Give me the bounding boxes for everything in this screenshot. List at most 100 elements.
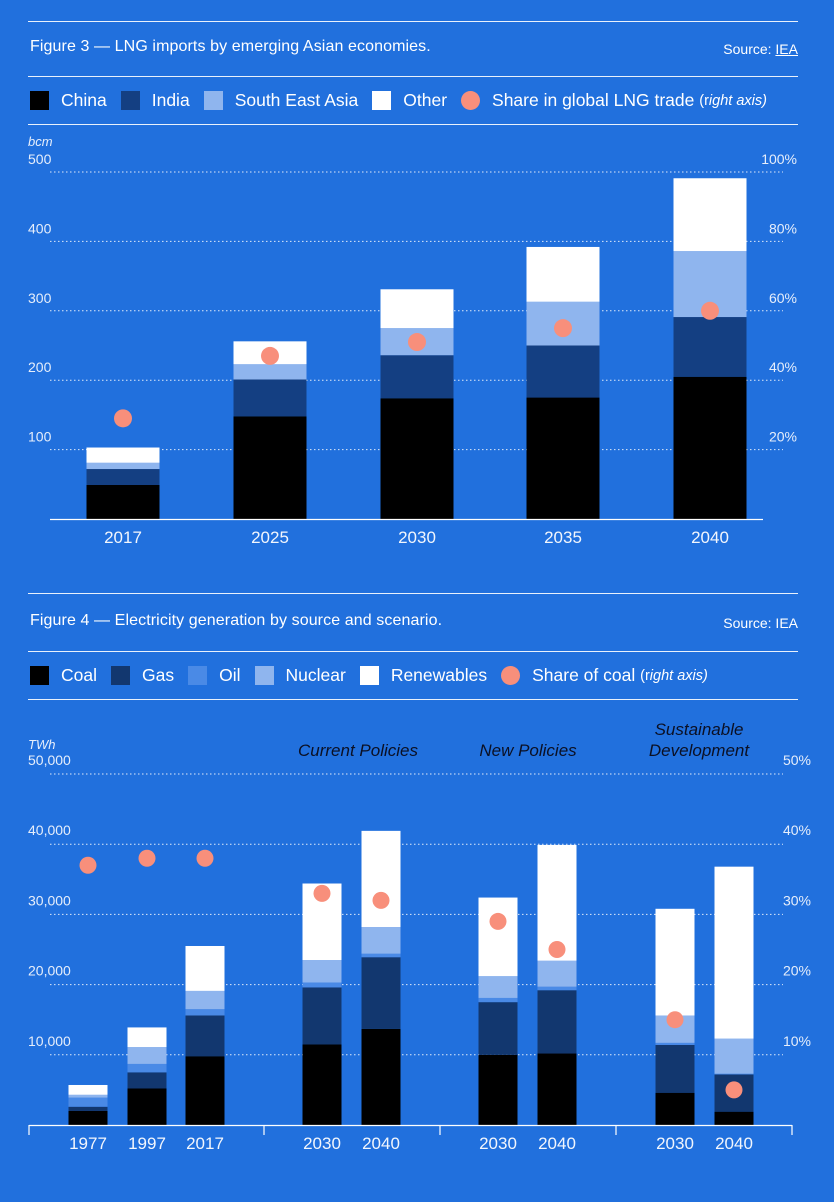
- x-tick-label: 2035: [544, 528, 582, 547]
- legend-item-oil: Oil: [188, 665, 241, 686]
- bar-segment-nuclear: [478, 976, 518, 998]
- x-tick-label: 2030: [303, 1134, 341, 1153]
- y2-tick-label: 10%: [783, 1033, 811, 1049]
- right-axis-note: (right axis): [640, 667, 708, 684]
- legend-item-south-east-asia: South East Asia: [203, 90, 358, 111]
- share-dot-swatch: [501, 666, 521, 685]
- x-tick-label: 2040: [691, 528, 729, 547]
- bar-segment-oil: [185, 1009, 225, 1016]
- bar-segment-china: [86, 484, 160, 519]
- y2-tick-label: 50%: [783, 752, 811, 768]
- coal-share-dot: [79, 856, 97, 874]
- share-dot: [701, 301, 719, 320]
- y-tick-label: 50,000: [28, 752, 71, 768]
- india-swatch: [120, 91, 140, 110]
- bar-segment-gas: [68, 1106, 108, 1111]
- x-tick-label: 1997: [128, 1134, 166, 1153]
- bar-segment-nuclear: [537, 960, 577, 987]
- bar-segment-coal: [655, 1092, 695, 1125]
- share-dot: [408, 333, 426, 352]
- bar-segment-nuclear: [361, 927, 401, 954]
- x-tick-label: 2017: [104, 528, 142, 547]
- bar-segment-gas: [655, 1044, 695, 1093]
- x-tick-label: 2040: [715, 1134, 753, 1153]
- y-tick-label: 100: [28, 429, 52, 445]
- bar-segment-gas: [537, 990, 577, 1054]
- bar-segment-coal: [714, 1111, 754, 1125]
- y2-tick-label: 40%: [783, 822, 811, 838]
- bar-segment-india: [673, 317, 747, 377]
- bar-segment-gas: [127, 1072, 167, 1089]
- legend-item-other: Other: [372, 90, 447, 111]
- x-tick-label: 2030: [656, 1134, 694, 1153]
- coal-share-dot: [666, 1011, 684, 1029]
- bar-segment-china: [380, 398, 454, 519]
- coal-share-dot: [138, 849, 156, 867]
- oil-swatch: [188, 666, 208, 685]
- fig4-top-rule: [28, 593, 798, 594]
- y-axis-unit-label: TWh: [28, 737, 55, 752]
- bar-segment-nuclear: [127, 1047, 167, 1064]
- scenario-label-new-policies: New Policies: [479, 741, 577, 760]
- bar-segment-nuclear: [714, 1038, 754, 1074]
- y-tick-label: 30,000: [28, 892, 71, 908]
- y2-tick-label: 30%: [783, 892, 811, 908]
- bar-segment-other: [380, 289, 454, 329]
- bar-segment-china: [233, 416, 307, 519]
- fig3-legend-rule: [28, 124, 798, 125]
- bar-segment-nuclear: [185, 990, 225, 1010]
- y-tick-label: 10,000: [28, 1033, 71, 1049]
- bar-segment-oil: [68, 1097, 108, 1107]
- bar-segment-renewables: [478, 897, 518, 977]
- bar-segment-gas: [361, 957, 401, 1029]
- y-tick-label: 40,000: [28, 822, 71, 838]
- y2-tick-label: 20%: [783, 963, 811, 979]
- x-tick-label: 1977: [69, 1134, 107, 1153]
- bar-segment-oil: [478, 997, 518, 1003]
- bar-segment-oil: [537, 986, 577, 991]
- y-tick-label: 300: [28, 290, 52, 306]
- bar-segment-coal: [185, 1056, 225, 1125]
- y-axis-unit-label: bcm: [28, 134, 53, 149]
- y-tick-label: 200: [28, 359, 52, 375]
- bar-segment-oil: [361, 953, 401, 958]
- china-swatch: [30, 91, 49, 110]
- fig3-title: Figure 3 — LNG imports by emerging Asian…: [30, 38, 431, 55]
- bar-segment-china: [526, 397, 600, 519]
- legend-item-china: China: [30, 90, 107, 111]
- y2-tick-label: 60%: [769, 290, 797, 306]
- x-tick-label: 2030: [398, 528, 436, 547]
- fig3-source-link[interactable]: IEA: [775, 41, 798, 57]
- bar-segment-renewables: [127, 1027, 167, 1048]
- fig4-title: Figure 4 — Electricity generation by sou…: [30, 612, 443, 629]
- y-tick-label: 500: [28, 151, 52, 167]
- bar-segment-india: [380, 355, 454, 399]
- bar-segment-india: [526, 345, 600, 398]
- scenario-label-sustainable-development-line2: Development: [649, 741, 750, 760]
- y2-tick-label: 20%: [769, 429, 797, 445]
- coal-share-dot: [489, 912, 507, 930]
- x-tick-label: 2030: [479, 1134, 517, 1153]
- bar-segment-coal: [127, 1088, 167, 1125]
- bar-segment-renewables: [714, 866, 754, 1039]
- bar-segment-other: [86, 447, 160, 463]
- fig4-legend-rule: [28, 699, 798, 700]
- nuclear-swatch: [254, 666, 274, 685]
- share-dot: [554, 319, 572, 338]
- bar-segment-oil: [655, 1042, 695, 1045]
- bar-segment-renewables: [68, 1084, 108, 1095]
- share-dot: [261, 346, 279, 365]
- y2-tick-label: 40%: [769, 359, 797, 375]
- legend-item-coal: Coal: [30, 665, 97, 686]
- y-tick-label: 400: [28, 220, 52, 236]
- bar-segment-other: [526, 246, 600, 302]
- bar-segment-coal: [478, 1054, 518, 1125]
- bar-segment-coal: [361, 1028, 401, 1125]
- fig3-source-label: Source:: [723, 41, 772, 57]
- right-axis-note: (right axis): [699, 92, 767, 109]
- fig4-source: Source: IEA: [723, 615, 798, 631]
- bar-segment-nuclear: [302, 960, 342, 983]
- bar-segment-gas: [302, 987, 342, 1045]
- fig4-title-rule: [28, 651, 798, 652]
- legend-item-nuclear: Nuclear: [254, 665, 346, 686]
